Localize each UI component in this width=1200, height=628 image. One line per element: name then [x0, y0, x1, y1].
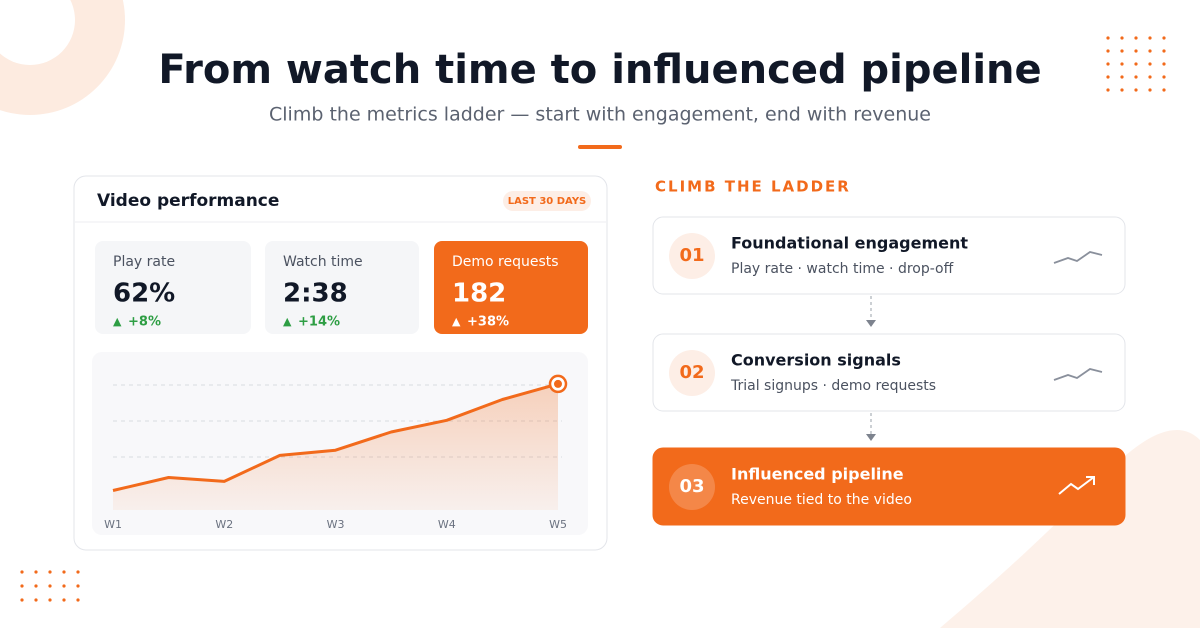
dot [20, 570, 24, 574]
metric-tile [434, 241, 588, 334]
dot [20, 584, 24, 588]
step-subtitle: Play rate · watch time · drop-off [731, 261, 954, 277]
dot [34, 598, 38, 602]
dot [1148, 49, 1152, 53]
step-badge [669, 350, 715, 396]
dot [1106, 88, 1110, 92]
metric-delta: +14% [298, 315, 340, 330]
dot [1148, 88, 1152, 92]
step-subtitle: Trial signups · demo requests [730, 378, 936, 394]
x-tick-label: W5 [549, 518, 567, 531]
x-tick-label: W1 [104, 518, 122, 531]
dot [1106, 49, 1110, 53]
dot [34, 584, 38, 588]
x-tick-label: W3 [327, 518, 345, 531]
step-subtitle: Revenue tied to the video [731, 492, 912, 508]
metric-value: 62% [113, 279, 175, 309]
x-tick-label: W4 [438, 518, 456, 531]
delta-arrow: ▲ [113, 315, 122, 328]
metric-label: Demo requests [452, 254, 559, 270]
metric-label: Watch time [283, 254, 363, 270]
badge [503, 191, 591, 211]
step-card [652, 333, 1126, 412]
dot-grid [20, 36, 1166, 602]
dot [1134, 62, 1138, 66]
metric-value: 182 [452, 279, 506, 309]
blob-hole [0, 0, 75, 65]
dot [1134, 88, 1138, 92]
dot [1120, 88, 1124, 92]
trend-arrow [1086, 476, 1095, 485]
dot [62, 570, 66, 574]
step-card [652, 216, 1126, 295]
end-marker-core [554, 379, 562, 388]
metric-label: Play rate [113, 254, 175, 270]
dot [1134, 36, 1138, 40]
dot [48, 584, 52, 588]
metric-delta: +8% [128, 315, 161, 330]
dot [1106, 75, 1110, 79]
chart: W1 W2 W3 W4 W5 [104, 374, 568, 531]
dot [1162, 88, 1166, 92]
x-tick-label: W2 [215, 518, 233, 531]
dot [1148, 36, 1152, 40]
dot [48, 570, 52, 574]
dot [1106, 36, 1110, 40]
ladder-heading: CLIMB THE LADDER [655, 178, 851, 196]
subtitle: Climb the metrics ladder — start with en… [269, 104, 931, 126]
delta-arrow: ▲ [283, 315, 292, 328]
dot [48, 598, 52, 602]
dot [76, 570, 80, 574]
dot [1120, 49, 1124, 53]
dot [1134, 75, 1138, 79]
dot [1148, 75, 1152, 79]
dot [1162, 75, 1166, 79]
dot [1162, 49, 1166, 53]
metric-delta: +38% [467, 315, 509, 330]
connector-arrow [866, 320, 876, 327]
line [112, 382, 559, 492]
dot [62, 584, 66, 588]
step-badge [669, 233, 715, 279]
connector-arrow [866, 434, 876, 441]
step-badge [669, 464, 715, 510]
ladder: 01 Foundational engagement Play rate · wat… [652, 216, 1126, 526]
dot [1162, 36, 1166, 40]
metric-value: 2:38 [283, 279, 348, 309]
card-title: Video performance [97, 191, 279, 211]
accent-bar [578, 145, 622, 149]
badge-text: LAST 30 DAYS [508, 196, 587, 207]
area [113, 383, 558, 510]
dot [20, 598, 24, 602]
delta-arrow: ▲ [452, 315, 461, 328]
step-title: Foundational engagement [731, 234, 968, 253]
step-title: Influenced pipeline [731, 465, 904, 484]
step-card [652, 447, 1126, 526]
dot [1134, 49, 1138, 53]
metric-tile [265, 241, 419, 334]
trend-icon [1053, 251, 1103, 264]
trend-icon [1053, 368, 1103, 381]
step-number: 01 [679, 245, 704, 266]
metric-tile [95, 241, 251, 334]
trend-icon [1058, 476, 1095, 495]
metrics: Play rate 62% ▲ +8% Watch time 2:38 ▲ +14% Demo … [95, 241, 588, 334]
dot [1120, 75, 1124, 79]
dot [76, 598, 80, 602]
dot [76, 584, 80, 588]
dot [1148, 62, 1152, 66]
dot [1106, 62, 1110, 66]
step-title: Conversion signals [731, 351, 901, 370]
wave [940, 430, 1200, 628]
dot [1162, 62, 1166, 66]
dot [1120, 36, 1124, 40]
dot [62, 598, 66, 602]
dot [1120, 62, 1124, 66]
step-number: 03 [679, 476, 704, 497]
title: From watch time to influenced pipeline [158, 47, 1041, 93]
step-number: 02 [679, 362, 704, 383]
dot [34, 570, 38, 574]
